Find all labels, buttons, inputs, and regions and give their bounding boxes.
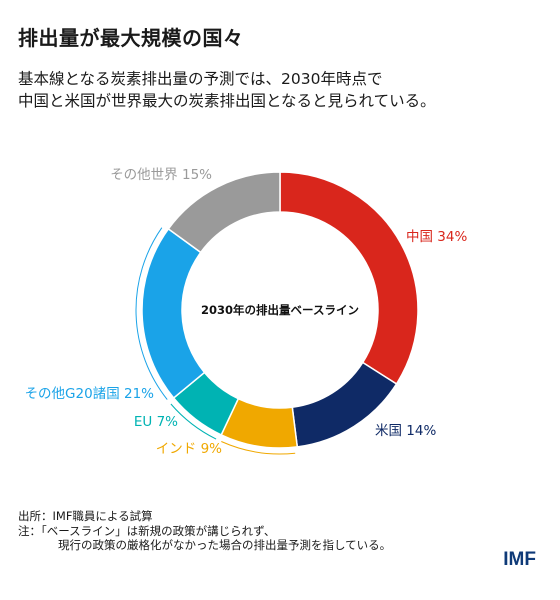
slice-5 bbox=[167, 171, 281, 254]
footer-notes: 出所：IMF職員による試算 注：「ベースライン」は新規の政策が講じられず、 現行… bbox=[18, 509, 391, 553]
slice-label-4: その他G20諸国 21% bbox=[25, 386, 155, 402]
slice-label-2: インド 9% bbox=[156, 441, 222, 457]
slice-label-0: 中国 34% bbox=[406, 229, 467, 245]
center-label: 2030年の排出量ベースライン bbox=[201, 303, 359, 317]
note-line-1: 注：「ベースライン」は新規の政策が講じられず、 bbox=[18, 523, 276, 538]
note-line-2: 現行の政策の厳格化がなかった場合の排出量予測を指している。 bbox=[58, 538, 392, 552]
slice-0 bbox=[279, 171, 419, 385]
subtitle-line-2: 中国と米国が世界最大の炭素排出国となると見られている。 bbox=[18, 92, 436, 110]
chart-subtitle: 基本線となる炭素排出量の予測では、2030年時点で 中国と米国が世界最大の炭素排… bbox=[18, 68, 548, 112]
leader-bracket-4 bbox=[135, 227, 168, 400]
slice-label-3: EU 7% bbox=[134, 414, 178, 430]
donut-chart: 中国 34% 米国 14% インド 9% EU 7% その他G20諸国 21% その他世界… bbox=[25, 167, 468, 457]
chart-title: 排出量が最大規模の国々 bbox=[18, 26, 244, 50]
leader-bracket-3 bbox=[170, 403, 217, 440]
slice-label-1: 米国 14% bbox=[375, 423, 436, 439]
leader-bracket-2 bbox=[221, 441, 296, 455]
imf-logo: IMF bbox=[503, 549, 536, 570]
slice-label-5: その他世界 15% bbox=[110, 167, 212, 183]
source-note: 出所：IMF職員による試算 bbox=[18, 509, 153, 523]
slice-4 bbox=[141, 227, 206, 400]
subtitle-line-1: 基本線となる炭素排出量の予測では、2030年時点で bbox=[18, 70, 383, 88]
